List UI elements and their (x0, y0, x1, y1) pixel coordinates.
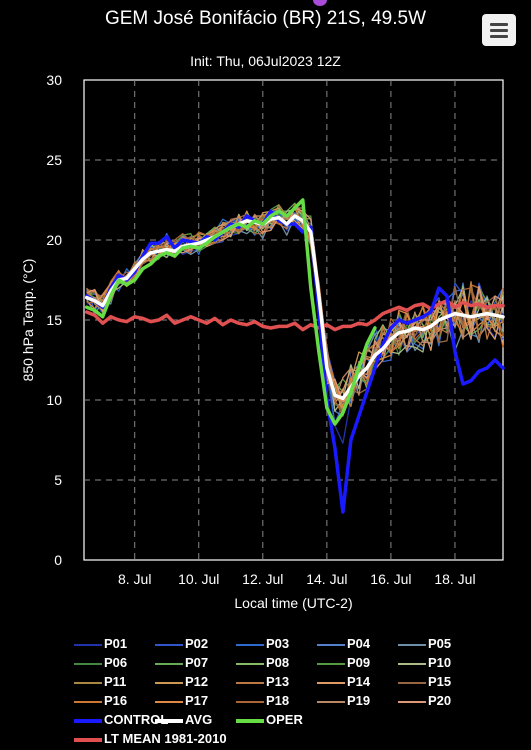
x-tick-label: 14. Jul (306, 571, 347, 587)
legend-swatch (236, 663, 264, 665)
legend-label: P17 (185, 693, 209, 708)
legend-label: P02 (185, 636, 209, 651)
legend-label: P19 (347, 693, 371, 708)
legend-label: OPER (266, 712, 303, 727)
chart-subtitle: Init: Thu, 06Jul2023 12Z (190, 53, 341, 69)
legend-swatch (155, 663, 183, 665)
legend-label: P15 (428, 674, 452, 689)
legend-swatch (74, 701, 102, 703)
legend-label: P13 (266, 674, 290, 689)
legend-label: CONTROL (104, 712, 169, 727)
x-axis-label: Local time (UTC-2) (234, 595, 352, 611)
legend-label: LT MEAN 1981-2010 (104, 731, 227, 746)
legend-swatch (155, 682, 183, 684)
y-tick-label: 30 (46, 72, 62, 88)
y-tick-label: 10 (46, 392, 62, 408)
series-line-control (84, 209, 505, 514)
legend-swatch (74, 682, 102, 684)
y-tick-label: 15 (46, 312, 62, 328)
legend-swatch (236, 701, 264, 703)
legend-label: P20 (428, 693, 452, 708)
x-tick-label: 16. Jul (370, 571, 411, 587)
legend-swatch (236, 644, 264, 646)
legend-label: P11 (104, 674, 127, 689)
legend-swatch (317, 682, 345, 684)
x-tick-label: 10. Jul (178, 571, 219, 587)
hamburger-menu-icon[interactable] (482, 14, 516, 46)
legend-label: AVG (185, 712, 213, 727)
legend-label: P12 (185, 674, 209, 689)
series-line-avg (84, 214, 505, 401)
legend-label: P09 (347, 655, 371, 670)
legend-swatch (398, 682, 426, 684)
legend-label: P05 (428, 636, 452, 651)
y-tick-label: 0 (54, 552, 62, 568)
legend-swatch (74, 719, 102, 723)
legend-swatch (155, 719, 183, 723)
legend-swatch (74, 663, 102, 665)
legend-label: P03 (266, 636, 290, 651)
legend-swatch (74, 738, 102, 742)
status-dot (313, 0, 327, 6)
series-line-oper (84, 198, 377, 426)
legend-swatch (317, 701, 345, 703)
legend-swatch (236, 719, 264, 723)
legend-swatch (398, 644, 426, 646)
legend-swatch (398, 663, 426, 665)
y-tick-label: 5 (54, 472, 62, 488)
y-tick-label: 20 (46, 232, 62, 248)
legend-swatch (155, 701, 183, 703)
legend-swatch (155, 644, 183, 646)
chart-title: GEM José Bonifácio (BR) 21S, 49.5W (104, 8, 426, 29)
legend-label: P07 (185, 655, 209, 670)
x-tick-label: 8. Jul (118, 571, 151, 587)
legend-label: P06 (104, 655, 128, 670)
x-tick-label: 12. Jul (242, 571, 283, 587)
legend-label: P01 (104, 636, 128, 651)
x-tick-label: 18. Jul (434, 571, 475, 587)
y-tick-label: 25 (46, 152, 62, 168)
legend-label: P16 (104, 693, 128, 708)
legend-label: P18 (266, 693, 290, 708)
legend-swatch (236, 682, 264, 684)
legend-label: P14 (347, 674, 371, 689)
legend-swatch (74, 644, 102, 646)
legend-label: P08 (266, 655, 290, 670)
legend-label: P10 (428, 655, 452, 670)
legend-swatch (398, 701, 426, 703)
legend-label: P04 (347, 636, 371, 651)
y-axis-label: 850 hPa Temp. (°C) (20, 259, 36, 382)
legend-swatch (317, 644, 345, 646)
series-line-p18 (86, 204, 504, 417)
legend-swatch (317, 663, 345, 665)
